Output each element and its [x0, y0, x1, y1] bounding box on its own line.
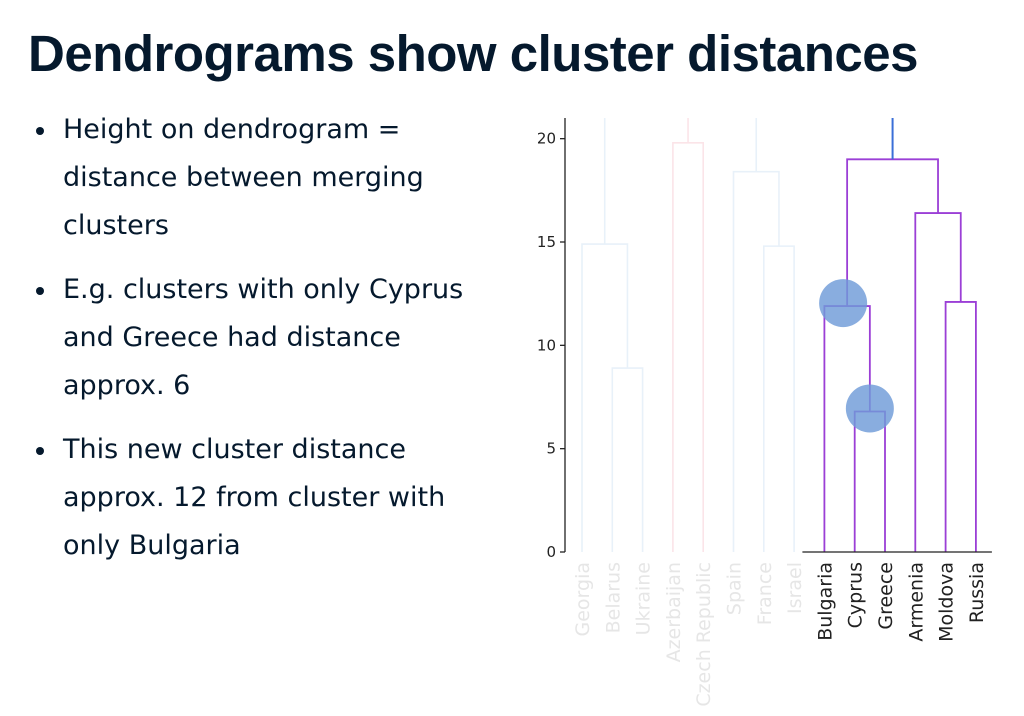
leaf-labels: Georgia Belarus Ukraine Azerbaijan Czech Rep…: [572, 562, 988, 707]
leaf-label: Spain: [724, 562, 746, 615]
leaf-label: Russia: [966, 562, 988, 623]
y-tick-label: 15: [537, 233, 556, 251]
leaf-label: Georgia: [572, 562, 594, 637]
dendrogram-chart: 0 5 10 15 20 Georgia Belarus Ukraine Azerbaijan…: [537, 118, 992, 707]
bullet-item: E.g. clusters with only Cyprus and Greec…: [34, 266, 504, 410]
dendrogram-link: [581, 243, 629, 552]
dendrogram-link: [846, 158, 939, 307]
merge-marker: [845, 384, 894, 433]
dendrogram-links: [581, 118, 977, 552]
y-tick-label: 0: [546, 543, 556, 561]
leaf-label: Azerbaijan: [663, 562, 685, 662]
leaf-label: Belarus: [602, 562, 624, 633]
y-axis: 0 5 10 15 20: [537, 118, 992, 561]
dendrogram-link: [944, 301, 977, 552]
bullet-item: This new cluster distance approx. 12 fro…: [34, 426, 504, 570]
y-tick-label: 10: [537, 336, 556, 354]
leaf-label: Israel: [784, 562, 806, 614]
leaf-label: Cyprus: [845, 562, 867, 628]
dendrogram-link: [763, 245, 795, 552]
leaf-label: Czech Republic: [693, 562, 715, 707]
dendrogram-link: [611, 367, 644, 552]
dendrogram-link: [853, 410, 886, 552]
dendrogram-link: [914, 212, 962, 552]
leaf-label: Bulgaria: [814, 562, 836, 641]
leaf-label: Moldova: [936, 562, 958, 642]
bullet-text: E.g. clusters with only Cyprus and Greec…: [63, 274, 464, 401]
y-tick-label: 20: [537, 130, 556, 148]
bullet-text: Height on dendrogram = distance between …: [63, 114, 424, 241]
bullet-text: This new cluster distance approx. 12 fro…: [63, 434, 446, 561]
y-tick-label: 5: [546, 440, 556, 458]
dendrogram-link: [732, 170, 780, 552]
slide-title: Dendrograms show cluster distances: [28, 25, 918, 82]
leaf-label: Armenia: [905, 562, 927, 642]
leaf-label: France: [754, 562, 776, 625]
leaf-label: Ukraine: [633, 562, 655, 635]
bullet-item: Height on dendrogram = distance between …: [34, 106, 504, 250]
leaf-label: Greece: [875, 562, 897, 630]
merge-marker: [819, 279, 868, 328]
dendrogram-link: [672, 142, 704, 552]
bullet-list: Height on dendrogram = distance between …: [34, 106, 504, 586]
merge-markers: [819, 279, 894, 433]
